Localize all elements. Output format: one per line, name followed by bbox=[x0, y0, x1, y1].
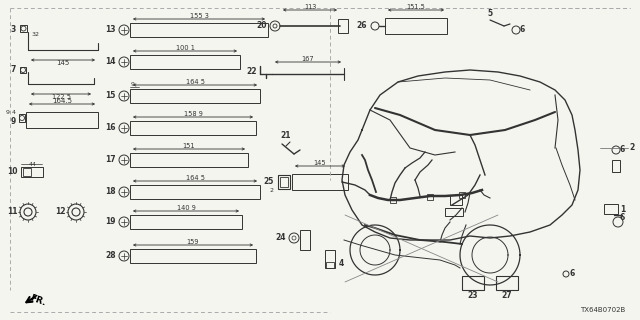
Text: 151.5: 151.5 bbox=[406, 4, 426, 10]
Text: 22: 22 bbox=[246, 68, 257, 76]
Text: 9: 9 bbox=[11, 117, 16, 126]
Text: 164.5: 164.5 bbox=[52, 98, 72, 104]
Bar bbox=[450, 195, 462, 205]
Text: 2: 2 bbox=[270, 188, 274, 193]
Text: 44: 44 bbox=[29, 162, 37, 166]
Text: 14: 14 bbox=[106, 58, 116, 67]
Bar bbox=[130, 215, 242, 229]
Text: 16: 16 bbox=[106, 124, 116, 132]
Bar bbox=[23, 168, 31, 176]
Text: 11: 11 bbox=[8, 207, 18, 217]
Text: 140 9: 140 9 bbox=[177, 205, 195, 211]
Text: 122 5: 122 5 bbox=[51, 94, 70, 100]
Text: 6: 6 bbox=[520, 26, 525, 35]
Bar bbox=[390, 197, 396, 203]
Text: 13: 13 bbox=[106, 26, 116, 35]
Text: 32: 32 bbox=[32, 31, 40, 36]
Bar bbox=[604, 204, 618, 214]
Text: 21: 21 bbox=[280, 132, 291, 140]
Bar bbox=[278, 175, 290, 189]
Bar bbox=[21, 167, 43, 177]
Bar bbox=[326, 262, 334, 268]
Bar bbox=[19, 114, 25, 122]
Bar bbox=[292, 174, 348, 190]
Text: 2: 2 bbox=[630, 143, 635, 153]
Bar bbox=[26, 112, 98, 128]
Text: 18: 18 bbox=[106, 188, 116, 196]
Text: 100 1: 100 1 bbox=[175, 45, 195, 51]
Text: 23: 23 bbox=[468, 292, 478, 300]
Text: 159: 159 bbox=[187, 239, 199, 245]
Text: 7: 7 bbox=[11, 66, 16, 75]
Text: 158 9: 158 9 bbox=[184, 111, 202, 117]
Text: 27: 27 bbox=[502, 292, 512, 300]
Text: FR.: FR. bbox=[28, 293, 47, 307]
Text: 24: 24 bbox=[275, 234, 286, 243]
Text: 151: 151 bbox=[183, 143, 195, 149]
Text: 19: 19 bbox=[106, 218, 116, 227]
Text: TX64B0702B: TX64B0702B bbox=[580, 307, 625, 313]
Bar bbox=[385, 18, 447, 34]
Text: 9 4: 9 4 bbox=[6, 110, 16, 116]
Text: 5: 5 bbox=[488, 10, 493, 19]
Bar bbox=[280, 177, 288, 187]
Bar bbox=[338, 19, 348, 33]
Text: 26: 26 bbox=[356, 21, 367, 30]
Text: 15: 15 bbox=[106, 92, 116, 100]
Text: 164 5: 164 5 bbox=[186, 79, 205, 85]
Text: 17: 17 bbox=[106, 156, 116, 164]
Bar bbox=[130, 185, 260, 199]
Bar bbox=[130, 23, 268, 37]
Bar bbox=[462, 276, 484, 290]
Text: 10: 10 bbox=[8, 167, 18, 177]
Bar bbox=[130, 89, 260, 103]
Text: 145: 145 bbox=[314, 160, 326, 166]
Text: 12: 12 bbox=[56, 207, 66, 217]
Bar bbox=[130, 121, 256, 135]
Bar bbox=[130, 55, 240, 69]
Text: 155 3: 155 3 bbox=[189, 13, 209, 19]
Bar bbox=[130, 153, 248, 167]
Text: 25: 25 bbox=[264, 178, 274, 187]
Text: 28: 28 bbox=[106, 252, 116, 260]
Bar bbox=[325, 250, 335, 268]
Bar bbox=[445, 208, 463, 216]
Bar bbox=[300, 230, 310, 250]
Text: 167: 167 bbox=[301, 56, 314, 62]
Text: 3: 3 bbox=[11, 25, 16, 34]
Bar bbox=[130, 249, 256, 263]
Bar bbox=[496, 276, 518, 290]
Bar bbox=[20, 25, 27, 32]
Text: 145: 145 bbox=[56, 60, 70, 66]
Text: 6: 6 bbox=[620, 146, 625, 155]
Text: 164 5: 164 5 bbox=[186, 175, 205, 181]
Text: 9: 9 bbox=[131, 83, 135, 87]
Text: 113: 113 bbox=[304, 4, 316, 10]
Text: 1: 1 bbox=[620, 205, 625, 214]
Bar bbox=[612, 160, 620, 172]
Text: 4: 4 bbox=[339, 259, 344, 268]
Bar bbox=[427, 194, 433, 200]
Text: 20: 20 bbox=[257, 21, 267, 30]
Bar bbox=[459, 192, 465, 198]
Bar bbox=[20, 67, 26, 73]
Text: 6: 6 bbox=[570, 269, 575, 278]
Text: 6: 6 bbox=[620, 213, 625, 222]
